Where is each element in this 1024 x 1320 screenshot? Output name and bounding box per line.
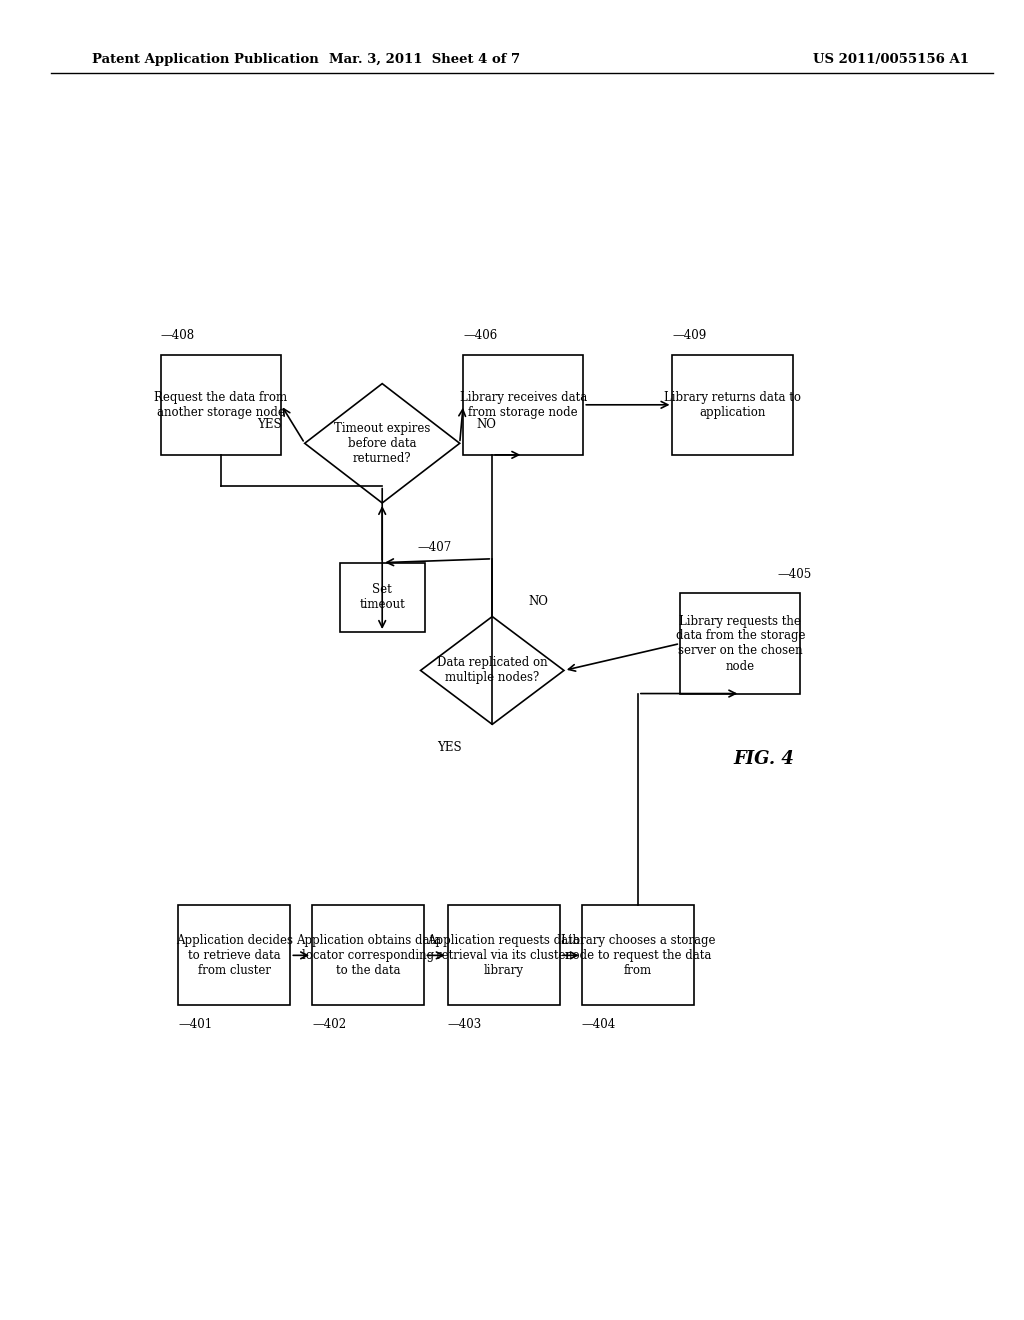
Text: YES: YES [437, 741, 462, 754]
Text: —408: —408 [161, 329, 195, 342]
Polygon shape [421, 616, 564, 725]
Bar [340, 562, 425, 632]
Text: Request the data from
another storage node: Request the data from another storage no… [155, 391, 288, 418]
Text: —407: —407 [417, 541, 452, 554]
Text: Mar. 3, 2011  Sheet 4 of 7: Mar. 3, 2011 Sheet 4 of 7 [330, 53, 520, 66]
Text: Timeout expires
before data
returned?: Timeout expires before data returned? [334, 422, 430, 465]
Bar [178, 906, 291, 1006]
Text: NO: NO [528, 594, 549, 607]
Text: —402: —402 [312, 1018, 346, 1031]
Text: Library requests the
data from the storage
server on the chosen
node: Library requests the data from the stora… [676, 615, 805, 672]
Text: —401: —401 [178, 1018, 212, 1031]
Text: NO: NO [477, 417, 497, 430]
Text: —403: —403 [447, 1018, 482, 1031]
Bar [463, 355, 584, 455]
Text: US 2011/0055156 A1: US 2011/0055156 A1 [813, 53, 969, 66]
Text: —406: —406 [463, 329, 498, 342]
Text: Library chooses a storage
node to request the data
from: Library chooses a storage node to reques… [561, 933, 715, 977]
Bar [680, 594, 801, 693]
Text: Application decides
to retrieve data
from cluster: Application decides to retrieve data fro… [176, 933, 293, 977]
Text: —405: —405 [777, 568, 811, 581]
Text: Data replicated on
multiple nodes?: Data replicated on multiple nodes? [437, 656, 548, 685]
Polygon shape [305, 384, 460, 503]
Text: —409: —409 [673, 329, 707, 342]
Bar [161, 355, 281, 455]
Text: Patent Application Publication: Patent Application Publication [92, 53, 318, 66]
Text: Library returns data to
application: Library returns data to application [664, 391, 801, 418]
Bar [582, 906, 694, 1006]
Text: Set
timeout: Set timeout [359, 583, 406, 611]
Text: —404: —404 [582, 1018, 616, 1031]
Text: FIG. 4: FIG. 4 [733, 750, 794, 768]
Bar [673, 355, 793, 455]
Text: Application obtains data
locator corresponding
to the data: Application obtains data locator corresp… [296, 933, 440, 977]
Text: Application requests data
retrieval via its cluster
library: Application requests data retrieval via … [427, 933, 581, 977]
Bar [447, 906, 560, 1006]
Text: YES: YES [257, 417, 283, 430]
Bar [312, 906, 424, 1006]
Text: Library receives data
from storage node: Library receives data from storage node [460, 391, 587, 418]
